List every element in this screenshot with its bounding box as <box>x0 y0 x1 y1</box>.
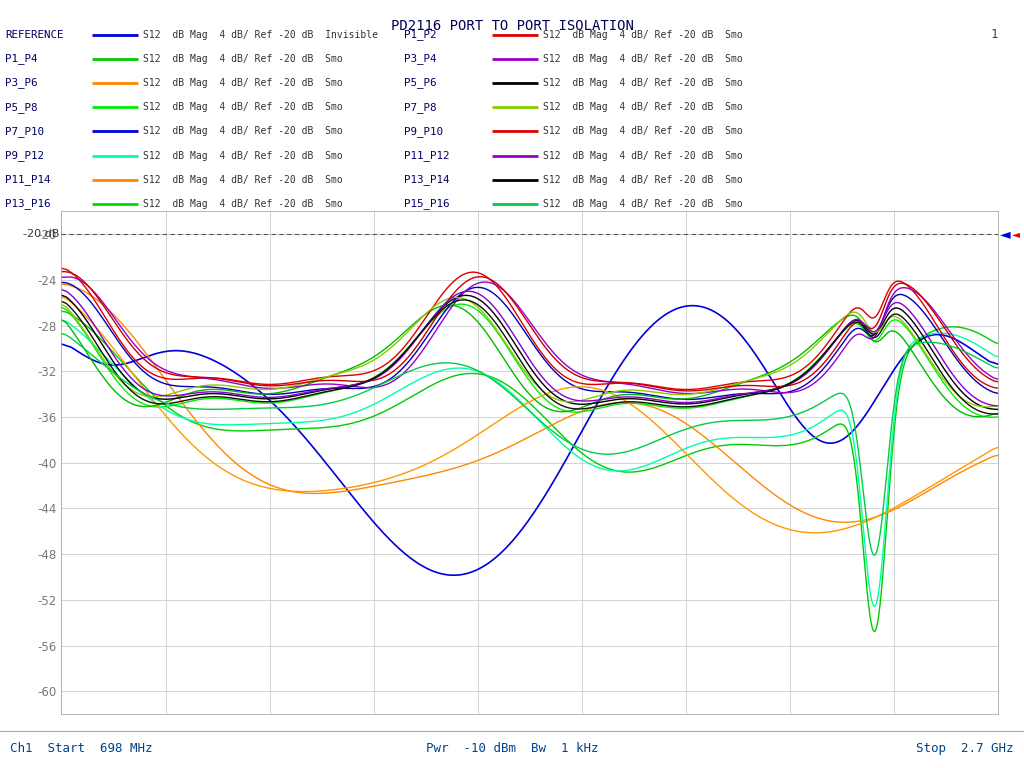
Text: Pwr  -10 dBm  Bw  1 kHz: Pwr -10 dBm Bw 1 kHz <box>426 743 598 755</box>
Text: PD2116 PORT TO PORT ISOLATION: PD2116 PORT TO PORT ISOLATION <box>390 19 634 33</box>
Text: Ch1  Start  698 MHz: Ch1 Start 698 MHz <box>10 743 153 755</box>
Text: S12  dB Mag  4 dB/ Ref -20 dB  Smo: S12 dB Mag 4 dB/ Ref -20 dB Smo <box>143 102 343 112</box>
Text: P3_P4: P3_P4 <box>404 53 437 65</box>
Text: Stop  2.7 GHz: Stop 2.7 GHz <box>916 743 1014 755</box>
Text: S12  dB Mag  4 dB/ Ref -20 dB  Smo: S12 dB Mag 4 dB/ Ref -20 dB Smo <box>143 151 343 161</box>
Text: P15_P16: P15_P16 <box>404 198 450 210</box>
Text: P1_P4: P1_P4 <box>5 53 38 65</box>
Text: S12  dB Mag  4 dB/ Ref -20 dB  Smo: S12 dB Mag 4 dB/ Ref -20 dB Smo <box>143 54 343 64</box>
Text: S12  dB Mag  4 dB/ Ref -20 dB  Smo: S12 dB Mag 4 dB/ Ref -20 dB Smo <box>543 174 742 185</box>
Text: P9_P10: P9_P10 <box>404 126 443 137</box>
Text: S12  dB Mag  4 dB/ Ref -20 dB  Smo: S12 dB Mag 4 dB/ Ref -20 dB Smo <box>543 29 742 40</box>
Text: S12  dB Mag  4 dB/ Ref -20 dB  Smo: S12 dB Mag 4 dB/ Ref -20 dB Smo <box>543 102 742 112</box>
Text: S12  dB Mag  4 dB/ Ref -20 dB  Smo: S12 dB Mag 4 dB/ Ref -20 dB Smo <box>143 126 343 137</box>
Text: P13_P14: P13_P14 <box>404 174 450 185</box>
Text: P7_P10: P7_P10 <box>5 126 44 137</box>
Text: S12  dB Mag  4 dB/ Ref -20 dB  Invisible: S12 dB Mag 4 dB/ Ref -20 dB Invisible <box>143 29 378 40</box>
Text: P13_P16: P13_P16 <box>5 198 50 210</box>
Text: P9_P12: P9_P12 <box>5 150 44 161</box>
Text: S12  dB Mag  4 dB/ Ref -20 dB  Smo: S12 dB Mag 4 dB/ Ref -20 dB Smo <box>143 199 343 209</box>
Text: ◄: ◄ <box>1000 227 1011 241</box>
Text: P1_P2: P1_P2 <box>404 29 437 40</box>
Text: 1: 1 <box>991 28 998 41</box>
Text: S12  dB Mag  4 dB/ Ref -20 dB  Smo: S12 dB Mag 4 dB/ Ref -20 dB Smo <box>543 54 742 64</box>
Text: S12  dB Mag  4 dB/ Ref -20 dB  Smo: S12 dB Mag 4 dB/ Ref -20 dB Smo <box>143 78 343 88</box>
Text: REFERENCE: REFERENCE <box>5 29 63 40</box>
Text: P5_P6: P5_P6 <box>404 78 437 88</box>
Text: P7_P8: P7_P8 <box>404 101 437 113</box>
Text: P11_P12: P11_P12 <box>404 150 450 161</box>
Text: S12  dB Mag  4 dB/ Ref -20 dB  Smo: S12 dB Mag 4 dB/ Ref -20 dB Smo <box>143 174 343 185</box>
Text: S12  dB Mag  4 dB/ Ref -20 dB  Smo: S12 dB Mag 4 dB/ Ref -20 dB Smo <box>543 78 742 88</box>
Text: P3_P6: P3_P6 <box>5 78 38 88</box>
Text: S12  dB Mag  4 dB/ Ref -20 dB  Smo: S12 dB Mag 4 dB/ Ref -20 dB Smo <box>543 199 742 209</box>
Text: -20 dB: -20 dB <box>23 229 59 239</box>
Text: P11_P14: P11_P14 <box>5 174 50 185</box>
Text: P5_P8: P5_P8 <box>5 101 38 113</box>
Text: S12  dB Mag  4 dB/ Ref -20 dB  Smo: S12 dB Mag 4 dB/ Ref -20 dB Smo <box>543 151 742 161</box>
Text: ◄: ◄ <box>1012 229 1020 239</box>
Text: S12  dB Mag  4 dB/ Ref -20 dB  Smo: S12 dB Mag 4 dB/ Ref -20 dB Smo <box>543 126 742 137</box>
